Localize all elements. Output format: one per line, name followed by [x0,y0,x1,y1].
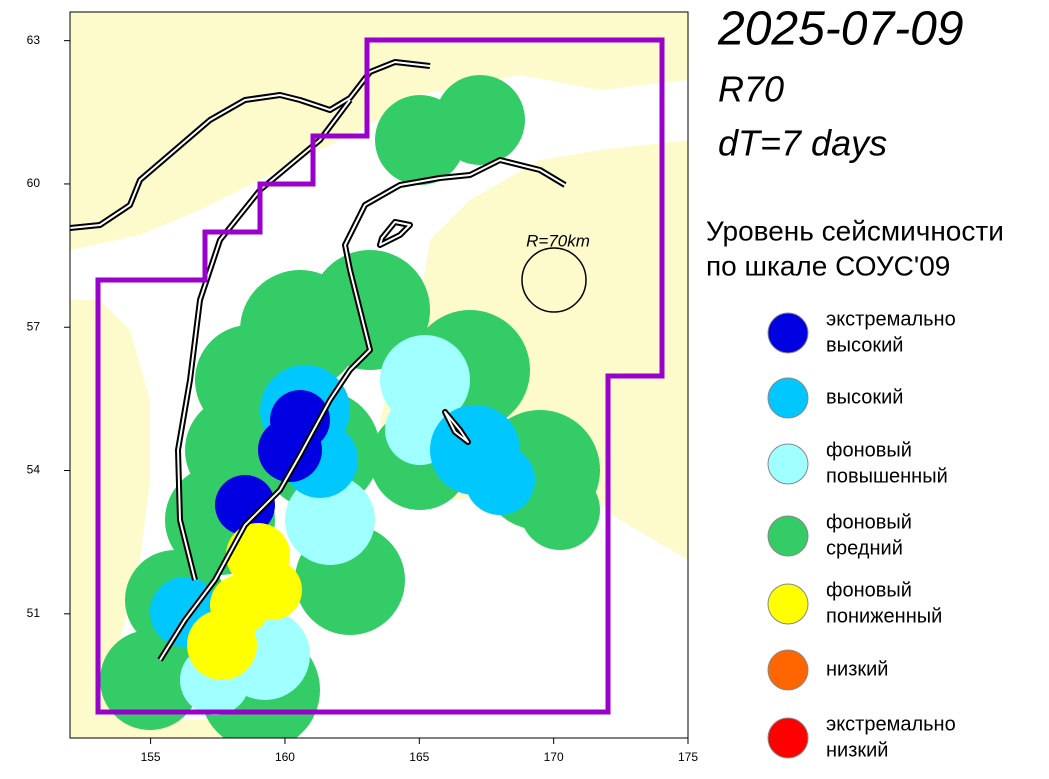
legend-label: высокий [826,334,903,356]
legend-swatch [767,717,809,759]
legend-label: фоновый [826,511,912,533]
x-tick-label: 155 [141,750,161,764]
legend-label: средний [826,537,903,559]
y-tick-label: 57 [27,319,41,333]
y-tick-label: 60 [27,176,41,190]
legend-label: высокий [826,386,903,408]
map: R=70km [70,12,688,738]
legend-label: экстремально [826,308,956,330]
y-tick-label: 54 [27,463,41,477]
x-tick-label: 165 [409,750,429,764]
legend-label: повышенный [826,465,948,487]
legend-swatch [767,377,809,419]
y-tick-label: 51 [27,606,41,620]
legend-label: пониженный [826,605,942,627]
legend: экстремально высокий высокий фоновый повышен… [767,308,956,761]
radius-label: R=70km [526,231,590,250]
legend-swatch [767,312,809,354]
legend-swatch [767,649,809,691]
legend-label: экстремально [826,713,956,735]
x-tick-label: 170 [544,750,564,764]
legend-label: низкий [826,658,888,680]
study-area [95,37,665,715]
level-extreme-high [215,390,330,535]
radius-circle [521,247,587,313]
map-frame [69,11,689,739]
legend-label: фоновый [826,579,912,601]
y-tick-label: 63 [27,33,41,47]
legend-swatch [767,443,809,485]
x-tick-label: 160 [275,750,295,764]
period: dT=7 days [718,123,887,164]
radius: R70 [718,69,784,110]
x-tick-label: 175 [678,750,698,764]
date: 2025-07-09 [717,3,964,56]
level-background-low [187,523,302,680]
legend-title: по шкале СОУС'09 [706,250,950,281]
legend-label: низкий [826,739,888,761]
legend-swatch [767,583,809,625]
legend-swatch [767,515,809,557]
legend-title: Уровень сейсмичности [706,215,1004,246]
legend-label: фоновый [826,439,912,461]
axes: 155 160 165 170 175 51 54 57 60 63 [27,33,699,764]
